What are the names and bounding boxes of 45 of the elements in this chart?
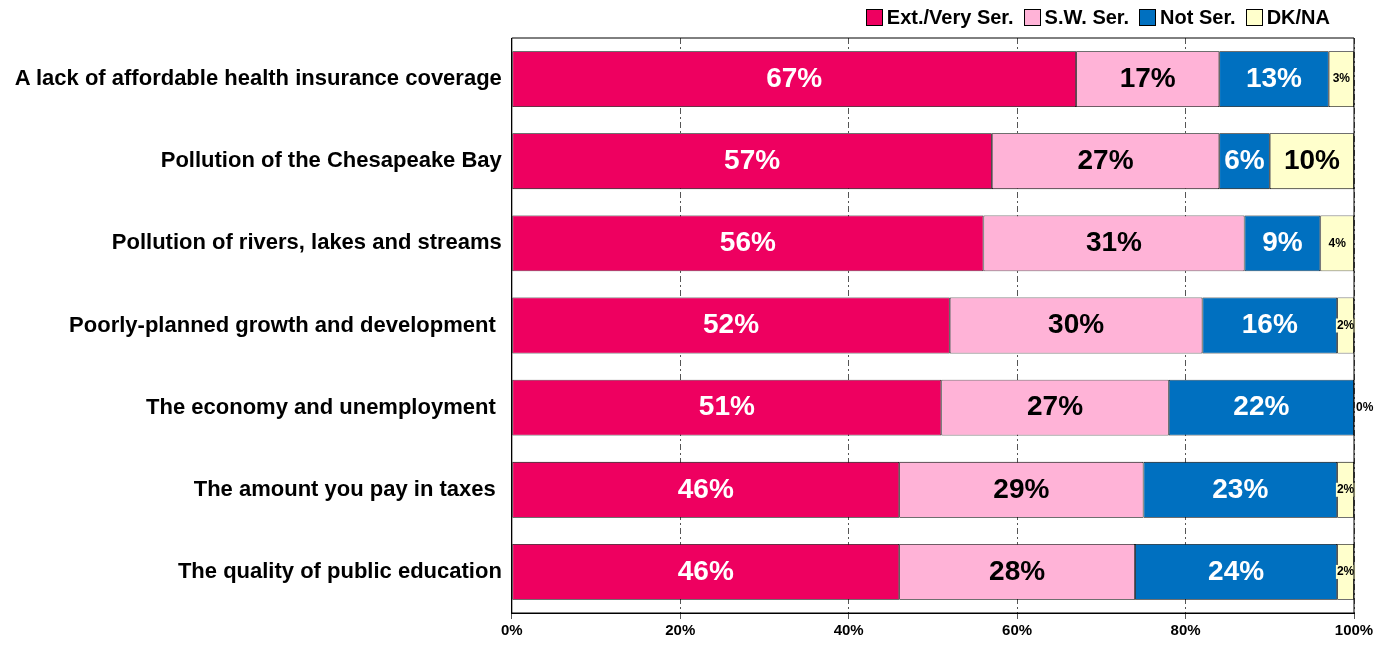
data-label: 27% — [1077, 143, 1134, 175]
y-tick-label: Poorly-planned growth and development — [69, 311, 502, 337]
data-label: 9% — [1262, 226, 1303, 258]
y-tick-label: The quality of public education — [177, 557, 502, 583]
data-label: 46% — [677, 554, 734, 586]
data-label: 4% — [1328, 235, 1347, 250]
data-label: 10% — [1283, 143, 1341, 175]
data-label: 23% — [1212, 472, 1269, 504]
x-tick-label: 60% — [1002, 621, 1033, 639]
x-tick-label: 40% — [833, 621, 864, 639]
legend-label: DK/NA — [1266, 6, 1330, 29]
legend-label: Not Ser. — [1160, 6, 1236, 29]
data-label: 31% — [1085, 226, 1143, 258]
x-tick-label: 0% — [500, 621, 523, 639]
data-label: 0% — [1356, 399, 1374, 414]
data-label: 30% — [1048, 308, 1105, 340]
y-tick-label: A lack of affordable health insurance coverage — [14, 65, 502, 91]
data-label: 16% — [1241, 308, 1298, 340]
x-tick-label: 20% — [665, 621, 696, 639]
series-label: Ext./Very Ser. — [886, 6, 1014, 29]
data-label: 27% — [1027, 390, 1084, 422]
data-label: 46% — [677, 472, 734, 504]
data-label: 17% — [1119, 61, 1176, 93]
data-label: 56% — [719, 226, 776, 258]
x-tick-label: 100% — [1334, 621, 1374, 639]
data-label: 29% — [993, 472, 1050, 504]
data-label: 2% — [1336, 317, 1355, 332]
data-label: 28% — [989, 554, 1046, 586]
y-tick-label: Pollution of the Chesapeake Bay — [160, 147, 503, 173]
data-label: 6% — [1224, 143, 1265, 175]
data-label: 13% — [1245, 61, 1303, 93]
y-tick-label: Pollution of rivers, lakes and streams — [111, 229, 502, 255]
y-tick-label: The amount you pay in taxes — [193, 475, 502, 501]
x-tick-label: 80% — [1170, 621, 1201, 639]
data-label: 57% — [724, 143, 781, 175]
data-label: 3% — [1332, 71, 1351, 86]
data-label: 51% — [698, 390, 755, 422]
data-label: 24% — [1208, 554, 1265, 586]
data-label: 67% — [766, 61, 823, 93]
y-tick-label: The economy and unemployment — [146, 393, 502, 419]
data-label: 2% — [1336, 482, 1355, 497]
data-label: 2% — [1336, 564, 1355, 579]
legend-label: S.W. Ser. — [1044, 6, 1130, 29]
data-label: 22% — [1233, 390, 1290, 422]
data-label: 52% — [703, 308, 760, 340]
